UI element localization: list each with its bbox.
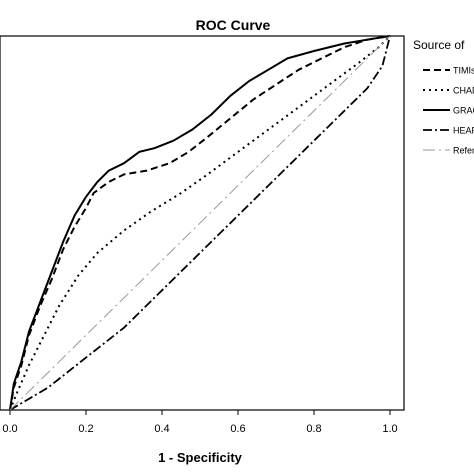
x-tick-label: 0.8 [306, 423, 321, 435]
x-axis-label: 1 - Specificity [158, 450, 243, 465]
legend-title: Source of [413, 38, 465, 52]
series-line-0 [9, 35, 391, 411]
x-tick-label: 0.0 [2, 423, 17, 435]
series-line-3 [9, 35, 391, 411]
x-tick-group: 0.0 0.2 0.4 0.6 0.8 1.0 [2, 410, 398, 435]
legend: TIMIsc CHADS GRAC HEART Refere [423, 66, 474, 156]
series-line-4 [9, 35, 391, 411]
plot-frame [0, 35, 405, 411]
legend-label: HEART [453, 126, 474, 136]
series-line-1 [9, 35, 391, 411]
x-tick-label: 0.4 [154, 423, 169, 435]
legend-label: Refere [453, 146, 474, 156]
series-line-2 [9, 35, 391, 411]
legend-label: GRAC [453, 106, 474, 116]
chart-title: ROC Curve [196, 17, 271, 33]
legend-label: CHADS [453, 86, 474, 96]
x-tick-label: 0.6 [230, 423, 245, 435]
x-tick-label: 0.2 [78, 423, 93, 435]
x-tick-label: 1.0 [382, 423, 397, 435]
series-lines [9, 35, 391, 411]
legend-label: TIMIsc [453, 66, 474, 76]
